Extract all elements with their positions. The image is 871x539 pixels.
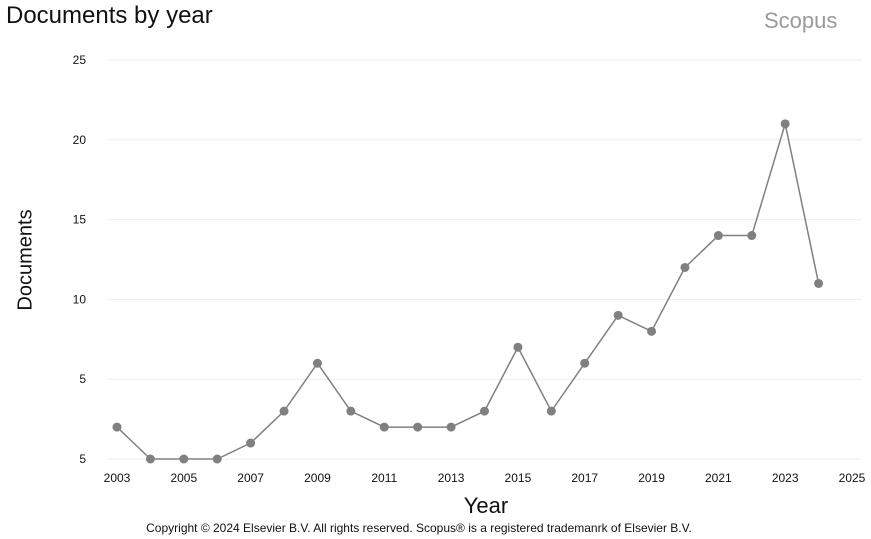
data-point [780,119,790,129]
x-axis-label: Year [463,493,509,518]
data-point [546,406,556,416]
series-line [116,123,820,460]
data-point [480,406,489,416]
data-point [446,422,456,432]
copyright-notice: Copyright © 2024 Elsevier B.V. All right… [146,521,692,535]
data-point [713,231,723,241]
data-point [145,454,155,464]
data-point [212,454,222,464]
x-tick-label: 2021 [705,471,732,485]
data-point [179,454,189,464]
grid-lines [107,59,862,460]
x-tick-label: 2023 [772,471,799,485]
y-tick-label: 15 [73,213,87,227]
scopus-logo: Scopus [764,8,838,33]
y-axis-label: Documents [14,209,37,311]
data-point [112,422,122,432]
data-point [647,326,657,336]
y-axis-ticks: 5 5 10 15 20 25 [73,53,87,466]
y-tick-label: 20 [73,133,87,147]
data-point [379,422,389,432]
y-tick-label: 10 [73,292,87,306]
chart-title: Documents by year [6,2,213,29]
x-tick-label: 2019 [638,471,665,485]
series-layer [112,119,824,464]
data-point [747,231,757,241]
data-point [613,310,623,320]
x-tick-label: 2011 [371,471,397,485]
data-point [814,278,824,288]
x-tick-label: 2003 [104,471,131,485]
x-tick-label: 2015 [505,471,532,485]
y-tick-label: 5 [79,452,86,466]
data-point [513,342,523,352]
data-point [312,358,322,368]
data-point [413,422,423,432]
x-tick-label: 2009 [304,471,331,485]
y-tick-label: 5 [79,372,86,386]
y-tick-label: 25 [73,53,87,67]
data-point [580,358,590,368]
x-axis-ticks: 2003 2005 2007 2009 2011 2013 2015 2017 2019 2021… [104,471,866,485]
data-point [346,406,356,416]
x-tick-label: 2025 [839,471,866,485]
x-tick-label: 2013 [438,471,465,485]
x-tick-label: 2005 [170,471,197,485]
x-tick-label: 2007 [237,471,264,485]
data-point [279,406,289,416]
data-point [680,262,690,272]
x-tick-label: 2017 [571,471,598,485]
data-point [246,438,256,448]
